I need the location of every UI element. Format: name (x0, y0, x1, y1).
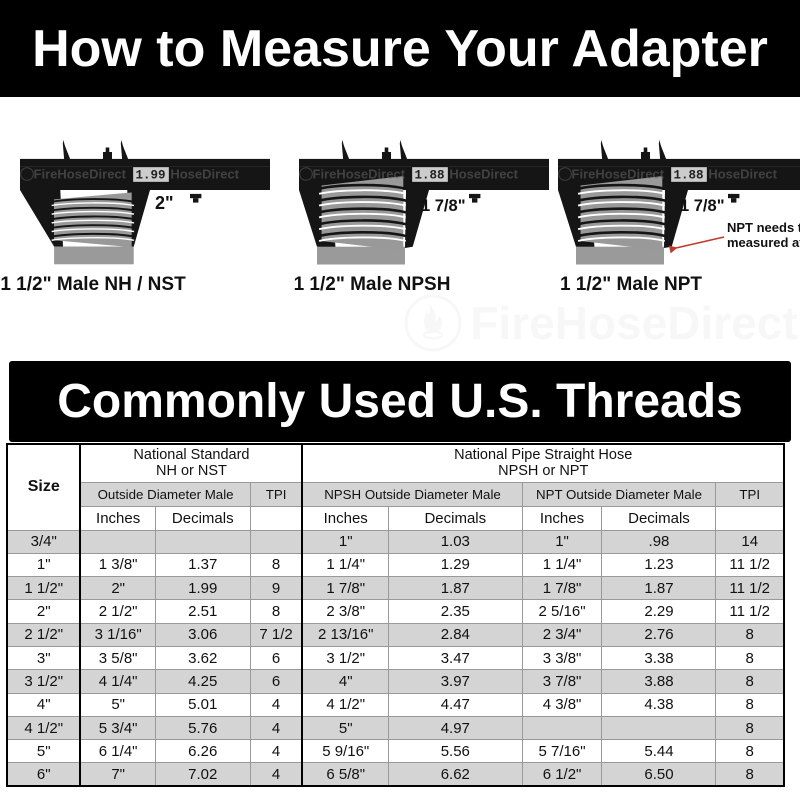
svg-text:measured at the base: measured at the base (727, 235, 800, 250)
svg-text:NPT needs to be: NPT needs to be (727, 220, 800, 235)
svg-text:1.99: 1.99 (135, 169, 165, 183)
svg-text:1 1/2" Male NH / NST: 1 1/2" Male NH / NST (0, 274, 186, 295)
svg-text:1.88: 1.88 (414, 169, 444, 183)
svg-text:1 1/2" Male NPT: 1 1/2" Male NPT (560, 274, 702, 295)
svg-text:1 7/8": 1 7/8" (680, 197, 725, 215)
svg-text:2": 2" (155, 193, 174, 213)
svg-text:FireHoseDirect: FireHoseDirect (313, 167, 406, 182)
svg-text:FireHoseDirect: FireHoseDirect (34, 167, 127, 182)
svg-text:FireHoseDirect: FireHoseDirect (571, 167, 664, 182)
svg-text:1 1/2" Male NPSH: 1 1/2" Male NPSH (294, 274, 451, 295)
svg-text:1 7/8": 1 7/8" (421, 197, 466, 215)
svg-text:1.88: 1.88 (673, 169, 703, 183)
